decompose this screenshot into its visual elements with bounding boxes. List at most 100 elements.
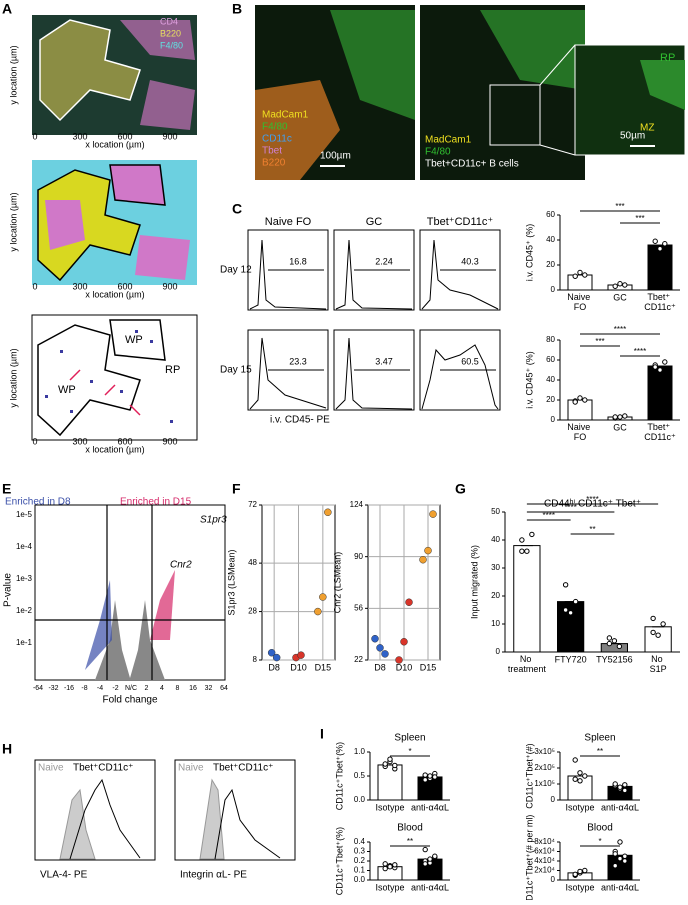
data-point <box>662 359 668 365</box>
data-point <box>572 598 579 605</box>
data-point <box>572 871 578 877</box>
x-tick-label: -64 <box>33 685 43 692</box>
data-point <box>612 781 618 787</box>
y-tick-label: 28 <box>248 607 257 616</box>
data-point <box>376 644 384 652</box>
data-point <box>582 867 588 874</box>
data-point <box>617 784 623 790</box>
data-point <box>387 756 393 762</box>
panel-letter: E <box>2 481 11 497</box>
sig-label: * <box>408 747 411 756</box>
data-point <box>382 861 388 867</box>
sig-label: * <box>598 837 601 846</box>
y-tick-label: 0 <box>551 415 556 424</box>
data-point <box>427 856 433 862</box>
data-point <box>657 367 663 373</box>
y-axis-label: y location (µm) <box>8 192 18 251</box>
data-point <box>606 635 613 641</box>
panel-letter: G <box>455 481 466 497</box>
x-tick-label-line: Tbet⁺ <box>647 292 672 302</box>
x-tick-label: 300 <box>72 281 87 291</box>
bar <box>557 601 585 653</box>
panel-b-images <box>255 5 686 180</box>
data-point <box>612 863 618 869</box>
x-tick-label: 900 <box>162 281 177 291</box>
y-axis-label: P-value <box>3 573 14 607</box>
gene-label: S1pr3 <box>200 515 227 526</box>
data-point <box>424 546 432 555</box>
x-tick-label: No S1P <box>650 654 667 674</box>
gate-value: 40.3 <box>461 256 479 266</box>
data-point <box>662 241 668 247</box>
x-tick-label: anti-α4αL <box>601 802 639 812</box>
y-tick-label: 20 <box>546 395 555 404</box>
panel-letter: I <box>320 726 324 742</box>
bar <box>644 626 672 653</box>
gate-value: 60.5 <box>461 356 479 366</box>
gate-value: 2.24 <box>375 256 393 266</box>
data-point <box>429 510 437 518</box>
x-tick-label: D10 <box>290 662 307 672</box>
bar <box>647 244 673 291</box>
data-point <box>622 853 628 859</box>
data-point <box>617 414 623 420</box>
data-point <box>319 593 327 601</box>
x-tick-label: Isotype <box>565 802 594 812</box>
data-point <box>622 413 628 419</box>
data-point <box>622 782 628 788</box>
row-label: Day 12 <box>220 265 252 276</box>
bar <box>377 764 403 801</box>
data-point <box>272 653 281 662</box>
x-axis-label: VLA-4- PE <box>40 870 88 881</box>
data-point <box>612 283 618 289</box>
data-point <box>616 643 623 650</box>
y-axis-label: CD11c⁺Tbet⁺(# per ml) <box>524 815 534 900</box>
x-tick-label: 8 <box>176 685 180 692</box>
y-tick-label: 1e-2 <box>16 606 33 615</box>
legend-label: Tbet⁺CD11c⁺ <box>213 763 273 774</box>
y-tick-label: 80 <box>546 335 555 344</box>
x-tick-label-line: Naive <box>567 422 593 432</box>
y-tick-label: 8x10⁴ <box>534 837 555 846</box>
y-axis-label: CD11c⁺Tbet⁺(%) <box>334 742 344 810</box>
sig-label: **** <box>586 495 598 504</box>
y-tick-label: 0 <box>551 285 556 294</box>
x-tick-label-line: CD11c⁺ <box>644 302 676 312</box>
region-label: WP <box>58 384 76 396</box>
sig-label: *** <box>635 214 644 223</box>
region-label: WP <box>125 334 143 346</box>
legend-label: MadCam1 <box>262 110 309 121</box>
data-point <box>567 610 574 616</box>
y-tick-label: 0.4 <box>354 837 366 846</box>
data-point <box>650 615 656 622</box>
x-axis-label: Integrin αL- PE <box>180 870 247 881</box>
inset-label: RP <box>660 52 675 64</box>
y-axis-label: Input migrated (%) <box>469 545 479 619</box>
y-tick-label: 0 <box>551 875 556 884</box>
x-tick-label: 2 <box>145 685 149 692</box>
y-tick-label: 2x10⁵ <box>534 763 555 772</box>
chart-title: Blood <box>397 823 423 834</box>
data-point <box>582 773 588 779</box>
y-tick-label: 1e-5 <box>16 510 33 519</box>
panel-a-images <box>31 15 198 441</box>
legend-label: Tbet⁺CD11c⁺ <box>73 763 133 774</box>
y-axis-label: y location (µm) <box>8 45 18 104</box>
sig-label: **** <box>614 325 626 334</box>
row-label: Day 15 <box>220 365 252 376</box>
sig-label: ** <box>597 747 603 756</box>
x-tick-label-line: S1P <box>650 664 667 674</box>
x-tick-label: 0 <box>32 436 37 446</box>
panel-letter: B <box>232 1 242 17</box>
legend-label: F4/80 <box>425 147 451 158</box>
x-tick-label-line: No <box>651 654 665 664</box>
data-point <box>382 761 388 767</box>
data-point <box>519 548 525 554</box>
x-tick-label: anti-α4αL <box>601 882 639 892</box>
sig-label: ** <box>589 525 595 534</box>
y-tick-label: 0 <box>496 647 501 656</box>
y-tick-label: 30 <box>491 563 500 572</box>
y-tick-label: 60 <box>546 210 555 219</box>
data-point <box>652 364 658 370</box>
data-point <box>314 607 322 616</box>
